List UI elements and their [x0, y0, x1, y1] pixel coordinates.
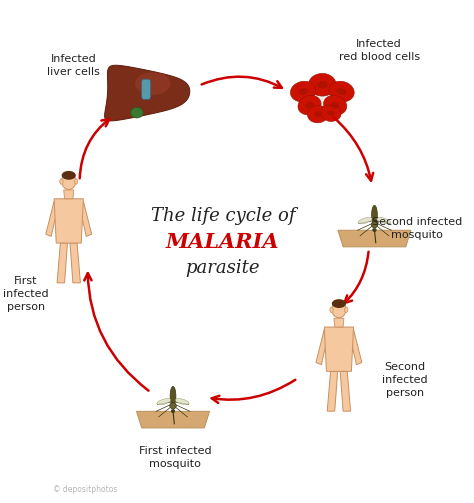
Ellipse shape: [324, 96, 346, 115]
Ellipse shape: [298, 88, 308, 95]
Polygon shape: [46, 201, 58, 236]
Ellipse shape: [358, 217, 372, 224]
Polygon shape: [105, 65, 190, 121]
Ellipse shape: [175, 398, 189, 405]
Text: First
infected
person: First infected person: [3, 276, 49, 312]
Text: Infected
liver cells: Infected liver cells: [47, 54, 100, 77]
Polygon shape: [135, 72, 171, 95]
Ellipse shape: [62, 171, 76, 180]
Polygon shape: [327, 371, 337, 411]
Ellipse shape: [62, 173, 76, 190]
Ellipse shape: [309, 73, 336, 96]
Polygon shape: [334, 318, 344, 327]
Text: parasite: parasite: [185, 259, 260, 277]
Ellipse shape: [300, 92, 347, 117]
Text: MALARIA: MALARIA: [166, 232, 280, 253]
Ellipse shape: [371, 222, 378, 228]
Polygon shape: [349, 329, 362, 365]
Text: Infected
red blood cells: Infected red blood cells: [338, 39, 420, 62]
Polygon shape: [324, 327, 354, 371]
Ellipse shape: [305, 102, 314, 109]
Ellipse shape: [337, 88, 346, 95]
Polygon shape: [316, 329, 328, 365]
Ellipse shape: [332, 299, 346, 308]
Ellipse shape: [171, 409, 175, 412]
Ellipse shape: [345, 307, 348, 312]
Ellipse shape: [329, 81, 354, 102]
Polygon shape: [137, 411, 210, 428]
Ellipse shape: [60, 179, 63, 184]
Text: First infected
mosquito: First infected mosquito: [139, 446, 212, 469]
Text: The life cycle of: The life cycle of: [151, 207, 295, 225]
Ellipse shape: [291, 81, 316, 102]
Ellipse shape: [330, 307, 333, 312]
Ellipse shape: [327, 111, 335, 116]
Text: © depositphotos: © depositphotos: [53, 485, 118, 494]
Ellipse shape: [373, 228, 376, 231]
Ellipse shape: [377, 217, 391, 224]
Ellipse shape: [74, 179, 78, 184]
Polygon shape: [57, 243, 67, 283]
Polygon shape: [340, 371, 351, 411]
Ellipse shape: [157, 398, 171, 405]
Ellipse shape: [317, 81, 328, 89]
Ellipse shape: [332, 301, 346, 318]
Text: Second
infected
person: Second infected person: [383, 362, 428, 398]
FancyBboxPatch shape: [142, 79, 151, 100]
Ellipse shape: [170, 386, 176, 406]
Ellipse shape: [170, 403, 176, 409]
Polygon shape: [54, 199, 83, 243]
Ellipse shape: [308, 106, 328, 123]
Ellipse shape: [314, 111, 322, 117]
Ellipse shape: [372, 205, 377, 225]
Ellipse shape: [131, 108, 143, 118]
Text: Second infected
mosquito: Second infected mosquito: [372, 217, 462, 240]
Ellipse shape: [331, 102, 339, 109]
Polygon shape: [79, 201, 91, 236]
Polygon shape: [64, 190, 74, 199]
Polygon shape: [338, 230, 411, 247]
Ellipse shape: [298, 96, 321, 115]
Polygon shape: [70, 243, 81, 283]
Ellipse shape: [320, 105, 341, 121]
